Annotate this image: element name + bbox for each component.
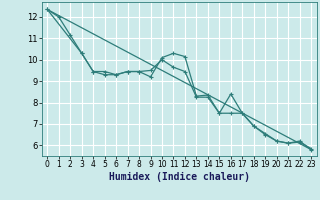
X-axis label: Humidex (Indice chaleur): Humidex (Indice chaleur) [109,172,250,182]
